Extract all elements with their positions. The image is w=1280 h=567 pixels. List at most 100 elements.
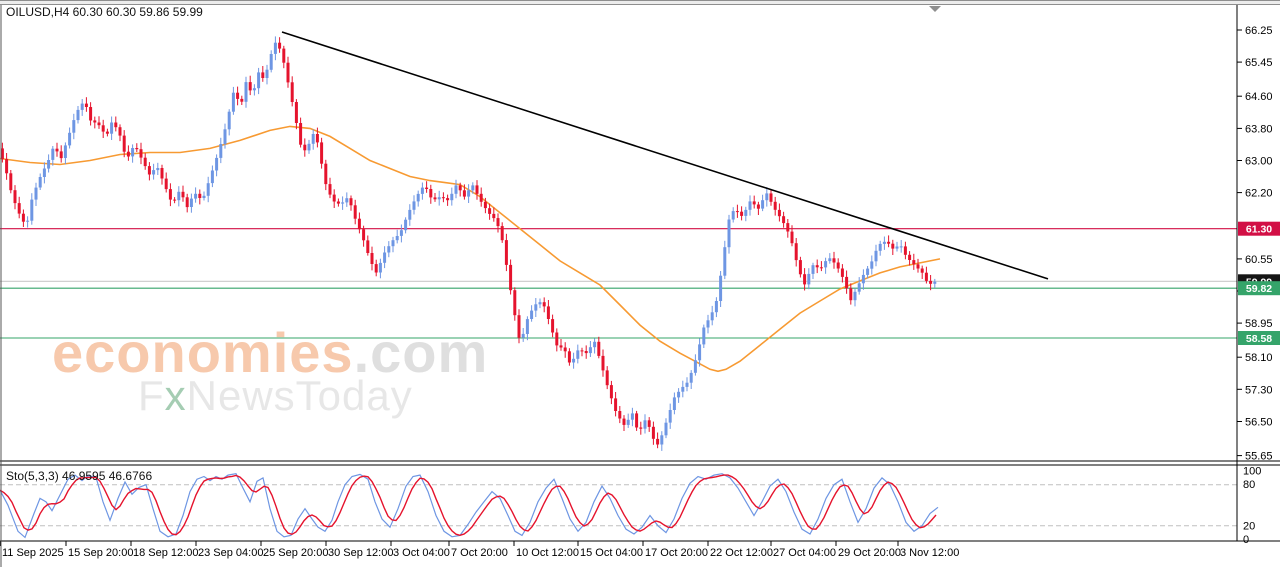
candle-body	[147, 166, 151, 175]
candle-body	[710, 312, 714, 321]
trendline-layer[interactable]	[281, 31, 1049, 280]
candle-body	[202, 195, 206, 198]
candle-body	[618, 411, 622, 419]
chart-scrollbar[interactable]	[0, 0, 1280, 5]
candle-body	[429, 189, 433, 198]
chart-shift-marker[interactable]	[929, 6, 941, 12]
candle-body	[702, 327, 706, 345]
candle-body	[609, 385, 613, 399]
candle-body	[223, 129, 227, 145]
candle-body	[21, 213, 25, 222]
candle-body	[807, 273, 811, 285]
candle-body	[605, 370, 609, 386]
candle-body	[252, 88, 256, 91]
candle-body	[630, 413, 634, 420]
candle-body	[668, 410, 672, 423]
candle-body	[546, 306, 550, 319]
price-tick-label: 60.55	[1245, 254, 1273, 266]
candle-body	[643, 420, 647, 429]
candle-body	[803, 274, 807, 285]
candle-body	[924, 272, 928, 281]
candle-body	[156, 168, 160, 171]
candle-body	[311, 134, 315, 144]
candle-body	[366, 240, 370, 253]
price-tick-label: 65.45	[1245, 57, 1273, 69]
candle-body	[269, 54, 273, 70]
candle-body	[559, 345, 563, 348]
candle-body	[433, 197, 437, 200]
candle-body	[210, 170, 214, 184]
time-label: 25 Sep 20:00	[263, 547, 328, 559]
candle-body	[164, 178, 168, 190]
candle-body	[84, 103, 88, 107]
price-badge-label: 58.58	[1246, 333, 1272, 345]
candle-body	[370, 253, 374, 264]
candle-body	[567, 351, 571, 363]
candle-body	[273, 42, 277, 54]
candle-body	[328, 184, 332, 195]
candle-body	[656, 438, 660, 445]
descending-trendline[interactable]	[281, 31, 1049, 280]
candle-body	[563, 347, 567, 352]
candle-body	[861, 274, 865, 284]
candle-body	[752, 201, 756, 205]
candle-body	[706, 320, 710, 328]
candle-body	[677, 391, 681, 398]
candle-body	[836, 262, 840, 269]
candle-body	[521, 333, 525, 338]
candle-body	[59, 151, 63, 159]
candle-body	[882, 241, 886, 244]
candle-body	[622, 418, 626, 425]
candle-body	[672, 397, 676, 410]
stoch-scale-label: 80	[1243, 479, 1255, 491]
candle-body	[131, 148, 135, 157]
price-badge-label: 59.82	[1246, 283, 1272, 295]
time-label: 18 Sep 12:00	[133, 547, 198, 559]
price-badge-label: 61.30	[1246, 224, 1272, 236]
candle-body	[391, 240, 395, 247]
candle-body	[744, 209, 748, 216]
candle-body	[30, 199, 34, 221]
candle-body	[383, 252, 387, 263]
candle-body	[248, 82, 252, 91]
candle-body	[790, 231, 794, 244]
candle-body	[38, 177, 42, 188]
stoch-scale-label: 20	[1243, 520, 1255, 532]
candle-body	[72, 120, 76, 133]
candle-body	[647, 420, 651, 427]
price-tick-label: 57.30	[1245, 384, 1273, 396]
stoch-scale-label: 0	[1243, 534, 1249, 546]
candle-body	[660, 435, 664, 445]
candle-body	[219, 144, 223, 158]
candle-body	[588, 347, 592, 354]
candle-body	[916, 264, 920, 269]
price-tick-label: 63.00	[1245, 156, 1273, 168]
candle-body	[458, 185, 462, 191]
price-badge-59.82[interactable]	[1238, 281, 1280, 296]
candle-body	[748, 201, 752, 210]
candle-body	[9, 173, 13, 191]
candle-body	[265, 69, 269, 78]
candle-body	[122, 135, 126, 152]
candle-body	[840, 268, 844, 277]
candle-body	[693, 360, 697, 373]
price-tick-label: 63.80	[1245, 123, 1273, 135]
candle-body	[294, 102, 298, 123]
time-label: 30 Sep 12:00	[328, 547, 393, 559]
candle-body	[614, 398, 618, 411]
price-badge-58.58[interactable]	[1238, 331, 1280, 345]
candle-body	[462, 190, 466, 197]
candle-body	[13, 190, 17, 204]
candle-body	[198, 193, 202, 198]
candle-body	[446, 198, 450, 201]
candle-body	[513, 290, 517, 316]
candle-body	[509, 264, 513, 291]
candle-body	[651, 426, 655, 439]
horizontal-level-lines[interactable]	[0, 228, 1237, 339]
price-badge-61.30[interactable]	[1238, 221, 1280, 236]
candle-body	[278, 42, 282, 49]
candle-body	[441, 197, 445, 199]
